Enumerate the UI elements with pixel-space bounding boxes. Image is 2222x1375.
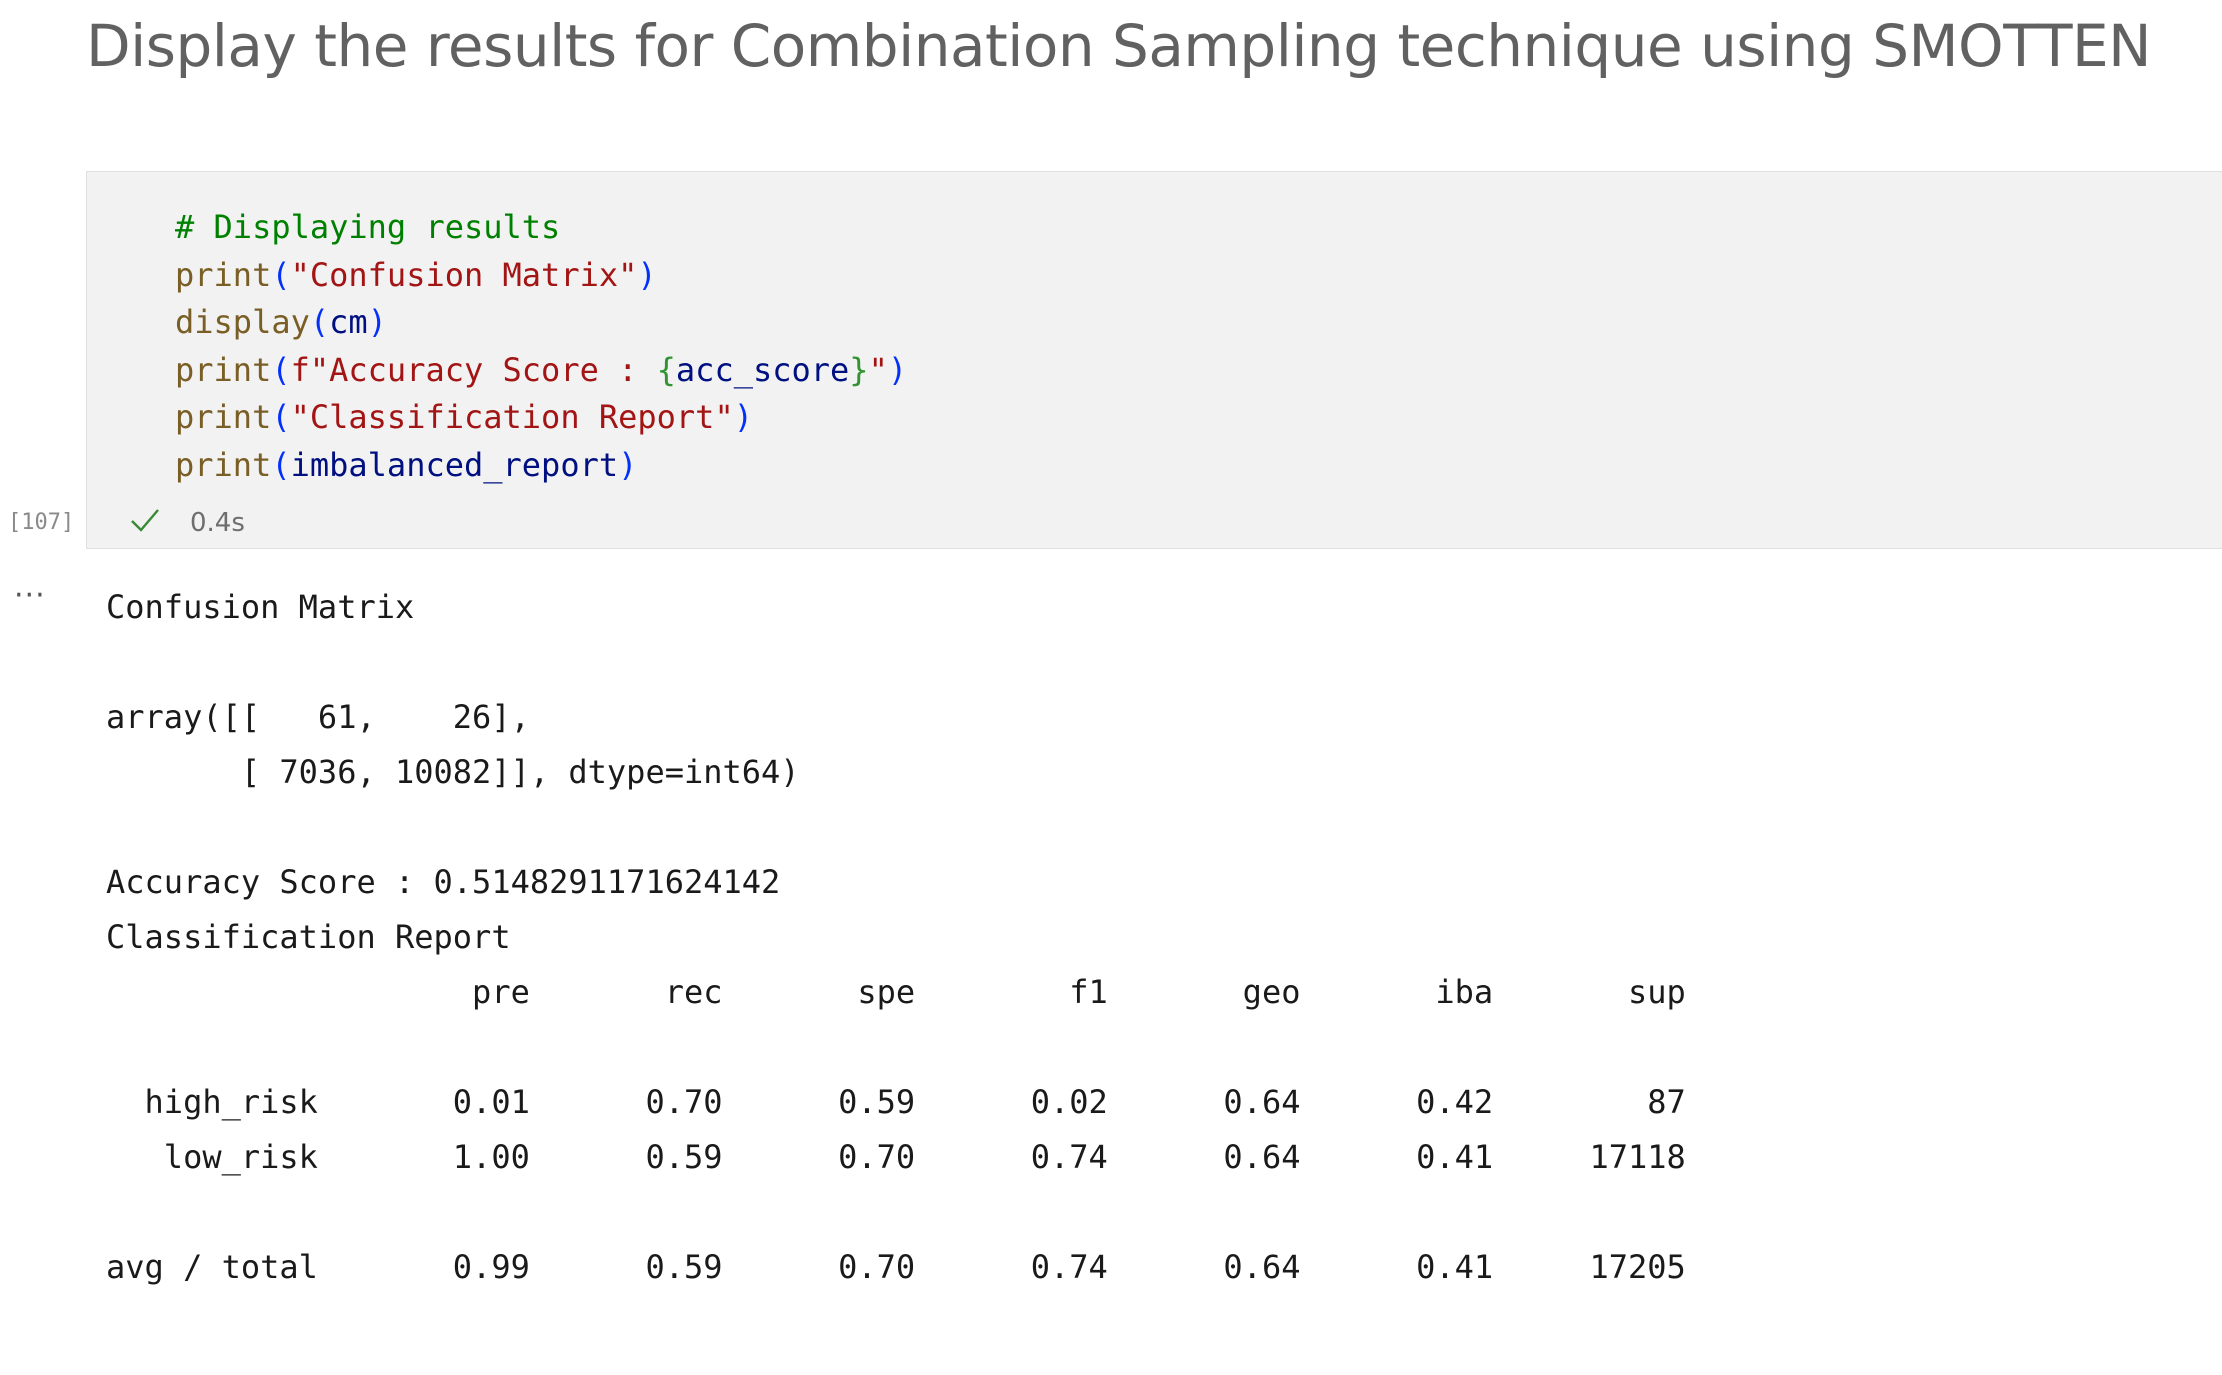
- comment-token: # Displaying results: [175, 208, 561, 246]
- string-token: "Accuracy Score :: [309, 350, 657, 389]
- output-line: pre rec spe f1 geo iba sup: [106, 973, 1686, 1011]
- code-line-2: print("Confusion Matrix"): [175, 256, 657, 294]
- paren-token: ): [367, 303, 387, 342]
- paren-token: ): [618, 445, 638, 484]
- fstring-brace-token: {: [656, 350, 676, 389]
- paren-token: ): [637, 255, 657, 294]
- code-line-5: print("Classification Report"): [175, 398, 753, 436]
- function-token: print: [175, 445, 272, 484]
- output-line: Confusion Matrix: [106, 588, 415, 626]
- variable-token: cm: [329, 303, 368, 342]
- execution-duration: 0.4s: [190, 508, 245, 538]
- paren-token: ): [887, 350, 908, 389]
- function-token: display: [175, 303, 310, 342]
- output-line: [106, 1185, 1686, 1240]
- function-token: print: [175, 350, 272, 389]
- output-line: low_risk 1.00 0.59 0.70 0.74 0.64 0.41 1…: [106, 1138, 1686, 1176]
- output-line: [106, 800, 1686, 855]
- paren-token: (: [271, 255, 291, 294]
- paren-token: (: [271, 350, 291, 389]
- output-line: Accuracy Score : 0.5148291171624142: [106, 863, 781, 901]
- paren-token: (: [309, 303, 330, 342]
- output-line: [106, 635, 1686, 690]
- string-token: ": [868, 350, 888, 389]
- more-horizontal-icon[interactable]: ···: [14, 578, 46, 613]
- cell-output: Confusion Matrix array([[ 61, 26], [ 703…: [106, 580, 1686, 1295]
- paren-token: (: [271, 445, 291, 484]
- paren-token: (: [271, 398, 291, 437]
- function-token: print: [175, 255, 272, 294]
- output-line: [106, 1020, 1686, 1075]
- code-line-6: print(imbalanced_report): [175, 446, 637, 484]
- output-line: array([[ 61, 26],: [106, 698, 530, 736]
- fstring-prefix-token: f: [290, 350, 310, 389]
- code-line-1: # Displaying results: [175, 208, 560, 246]
- code-cell[interactable]: # Displaying results print("Confusion Ma…: [86, 171, 2222, 549]
- execution-count: [107]: [8, 510, 75, 535]
- string-token: "Classification Report": [290, 398, 734, 437]
- output-line: [ 7036, 10082]], dtype=int64): [106, 753, 800, 791]
- markdown-heading: Display the results for Combination Samp…: [86, 12, 2152, 80]
- variable-token: imbalanced_report: [290, 445, 619, 484]
- paren-token: ): [733, 398, 753, 437]
- output-line: avg / total 0.99 0.59 0.70 0.74 0.64 0.4…: [106, 1248, 1686, 1286]
- checkmark-icon: [128, 504, 162, 538]
- code-editor[interactable]: # Displaying results print("Confusion Ma…: [175, 204, 907, 490]
- output-line: high_risk 0.01 0.70 0.59 0.02 0.64 0.42 …: [106, 1083, 1686, 1121]
- code-line-3: display(cm): [175, 303, 387, 341]
- string-token: "Confusion Matrix": [290, 255, 638, 294]
- function-token: print: [175, 398, 272, 437]
- code-line-4: print(f"Accuracy Score : {acc_score}"): [175, 351, 907, 389]
- variable-token: acc_score: [675, 350, 850, 389]
- output-line: Classification Report: [106, 918, 511, 956]
- fstring-brace-token: }: [849, 350, 869, 389]
